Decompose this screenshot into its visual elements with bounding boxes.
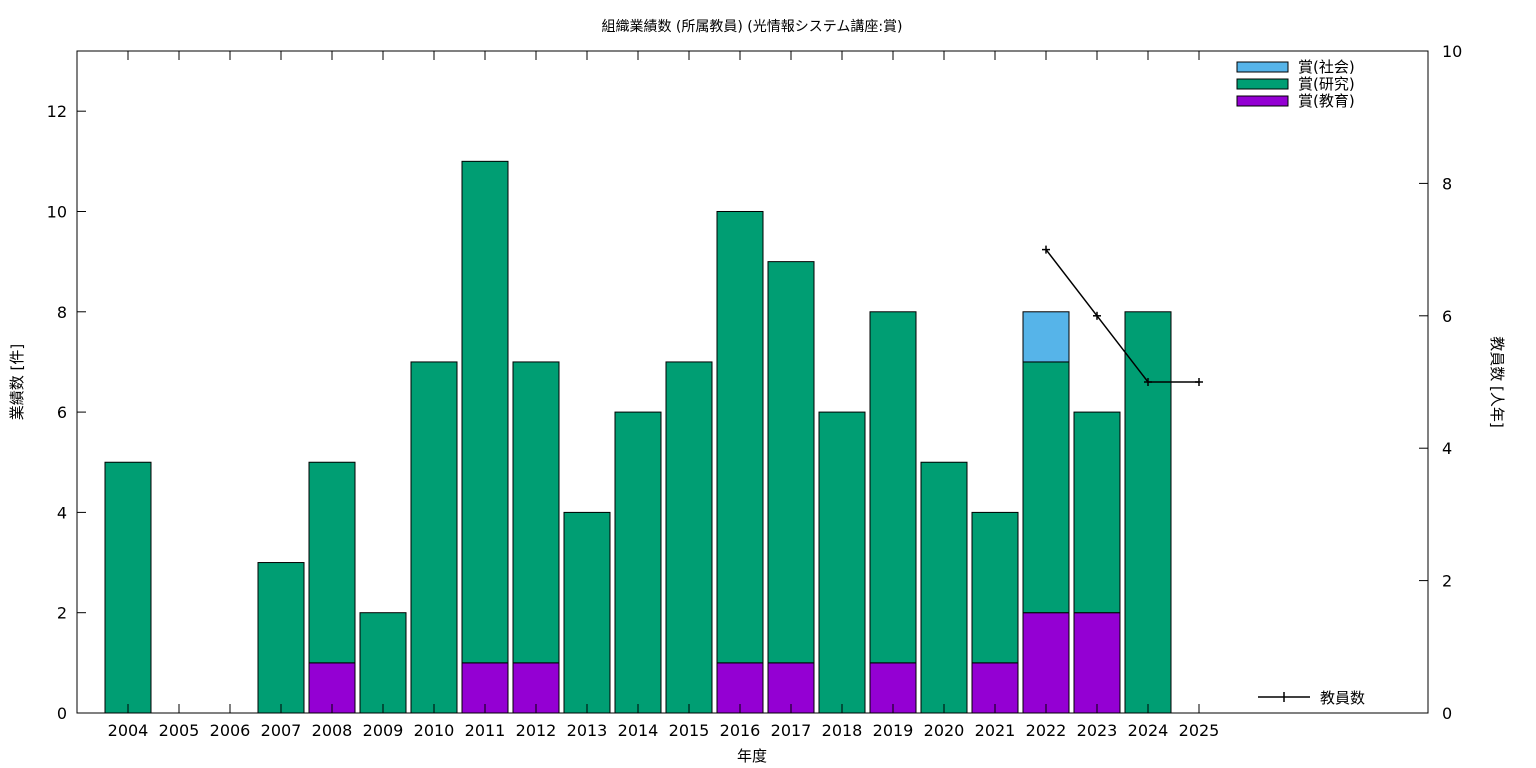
- bar-2004-series-1: [104, 461, 152, 714]
- x-tick-label: 2006: [210, 721, 251, 740]
- x-tick-label: 2013: [567, 721, 608, 740]
- bar-2007-series-1: [257, 562, 305, 714]
- y2-tick-label: 8: [1442, 174, 1452, 193]
- x-tick-label: 2007: [261, 721, 302, 740]
- x-tick-label: 2014: [618, 721, 659, 740]
- bar-2012-series-1: [512, 361, 560, 664]
- x-tick-label: 2017: [771, 721, 812, 740]
- bar-2011-series-1: [461, 160, 509, 664]
- bar-2008-series-1: [308, 461, 356, 664]
- bar-2023-series-1: [1073, 411, 1121, 614]
- legend-swatch-0: [1236, 95, 1289, 107]
- legend-swatch-1: [1236, 78, 1289, 90]
- bar-2022-series-1: [1022, 361, 1070, 614]
- x-tick-label: 2015: [669, 721, 710, 740]
- bar-2017-series-1: [767, 261, 815, 664]
- bar-2018-series-1: [818, 411, 866, 714]
- y-tick-label: 4: [57, 503, 67, 522]
- bar-2009-series-1: [359, 612, 407, 714]
- y2-axis-title: 教員数 [人年]: [1488, 336, 1506, 427]
- bar-2015-series-1: [665, 361, 713, 714]
- y-tick-label: 8: [57, 303, 67, 322]
- y2-tick-label: 10: [1442, 42, 1462, 61]
- bar-2010-series-1: [410, 361, 458, 714]
- x-tick-label: 2022: [1026, 721, 1067, 740]
- y-tick-label: 12: [47, 102, 67, 121]
- x-tick-label: 2018: [822, 721, 863, 740]
- x-tick-label: 2024: [1128, 721, 1169, 740]
- x-axis-title: 年度: [737, 747, 767, 765]
- bar-2022-series-2: [1022, 311, 1070, 363]
- legend-line-label: 教員数: [1320, 689, 1365, 707]
- y-axis-title: 業績数 [件]: [8, 344, 26, 420]
- x-tick-label: 2019: [873, 721, 914, 740]
- bar-2016-series-1: [716, 210, 764, 664]
- plot-frame: [76, 50, 1429, 714]
- y-tick-label: 6: [57, 403, 67, 422]
- x-tick-label: 2021: [975, 721, 1016, 740]
- teacher-count-line: [1045, 249, 1199, 383]
- bar-2014-series-1: [614, 411, 662, 714]
- legend-swatch-2: [1236, 61, 1289, 73]
- x-tick-label: 2009: [363, 721, 404, 740]
- y2-tick-label: 2: [1442, 572, 1452, 591]
- bar-2023-series-0: [1073, 612, 1121, 714]
- x-tick-label: 2012: [516, 721, 557, 740]
- legend-label-0: 賞(教育): [1298, 92, 1355, 110]
- x-tick-label: 2023: [1077, 721, 1118, 740]
- legend-label-1: 賞(研究): [1298, 75, 1355, 93]
- bar-2022-series-0: [1022, 612, 1070, 714]
- y2-tick-label: 0: [1442, 704, 1452, 723]
- y-tick-label: 0: [57, 704, 67, 723]
- x-tick-label: 2004: [108, 721, 149, 740]
- y-tick-label: 2: [57, 604, 67, 623]
- bar-2020-series-1: [920, 461, 968, 714]
- y-tick-label: 10: [47, 202, 67, 221]
- x-tick-label: 2010: [414, 721, 455, 740]
- bar-2021-series-1: [971, 511, 1019, 664]
- x-tick-label: 2008: [312, 721, 353, 740]
- x-tick-label: 2005: [159, 721, 200, 740]
- x-tick-label: 2025: [1179, 721, 1220, 740]
- plot-area: 0 2 4 6 8 10 12 0 2 4 6 8 10 2004 2005 2006 2007 2008 2009…: [47, 42, 1463, 740]
- y2-tick-label: 4: [1442, 439, 1452, 458]
- bar-2024-series-1: [1124, 311, 1172, 714]
- bar-2013-series-1: [563, 511, 611, 714]
- legend-label-2: 賞(社会): [1298, 58, 1355, 76]
- chart-title: 組織業績数 (所属教員) (光情報システム講座:賞): [601, 19, 902, 35]
- x-tick-label: 2016: [720, 721, 761, 740]
- y2-tick-label: 6: [1442, 307, 1452, 326]
- x-tick-label: 2011: [465, 721, 506, 740]
- bar-2019-series-1: [869, 311, 917, 664]
- x-tick-label: 2020: [924, 721, 965, 740]
